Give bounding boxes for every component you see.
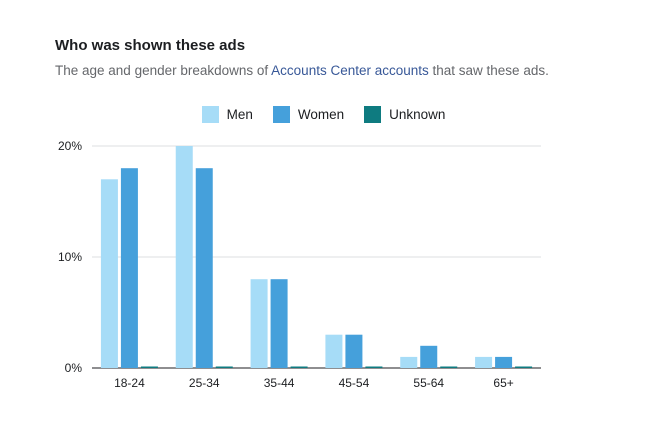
bar-women xyxy=(270,279,288,368)
bar-women xyxy=(345,334,363,368)
legend-item-men[interactable]: Men xyxy=(201,106,253,123)
bar-men xyxy=(100,179,118,368)
bar-men xyxy=(475,356,493,368)
bar-women xyxy=(420,345,438,368)
legend-swatch-men xyxy=(201,106,219,123)
section-subtitle: The age and gender breakdowns of Account… xyxy=(55,63,549,78)
legend-label-men: Men xyxy=(226,107,253,122)
bar-women xyxy=(120,168,138,368)
bar-unknown xyxy=(215,366,233,368)
y-tick-label: 0% xyxy=(65,361,83,375)
legend-swatch-unknown xyxy=(364,106,382,123)
legend-label-women: Women xyxy=(297,107,345,122)
x-tick-label: 18-24 xyxy=(114,376,145,390)
subtitle-text-after: that saw these ads. xyxy=(428,63,549,78)
legend-item-unknown[interactable]: Unknown xyxy=(364,106,445,123)
bar-men xyxy=(400,356,418,368)
bar-unknown xyxy=(140,366,158,368)
y-tick-label: 10% xyxy=(58,250,82,264)
x-tick-label: 55-64 xyxy=(413,376,444,390)
x-tick-label: 45-54 xyxy=(339,376,370,390)
x-tick-label: 35-44 xyxy=(264,376,295,390)
legend-label-unknown: Unknown xyxy=(389,107,446,122)
bar-women xyxy=(195,168,213,368)
accounts-center-link[interactable]: Accounts Center accounts xyxy=(271,63,429,78)
subtitle-text-before: The age and gender breakdowns of xyxy=(55,63,272,78)
section-title: Who was shown these ads xyxy=(55,37,246,54)
bar-unknown xyxy=(440,366,458,368)
bar-men xyxy=(175,146,193,368)
bar-men xyxy=(325,334,343,368)
legend-item-women[interactable]: Women xyxy=(272,106,345,123)
legend-swatch-women xyxy=(272,106,290,123)
bar-unknown xyxy=(365,366,383,368)
chart-legend: Men Women Unknown xyxy=(0,106,647,123)
bar-men xyxy=(250,279,268,368)
bar-unknown xyxy=(290,366,308,368)
x-tick-label: 65+ xyxy=(493,376,513,390)
bar-unknown xyxy=(515,366,533,368)
x-tick-label: 25-34 xyxy=(189,376,220,390)
y-tick-label: 20% xyxy=(58,139,82,153)
bar-women xyxy=(495,356,513,368)
